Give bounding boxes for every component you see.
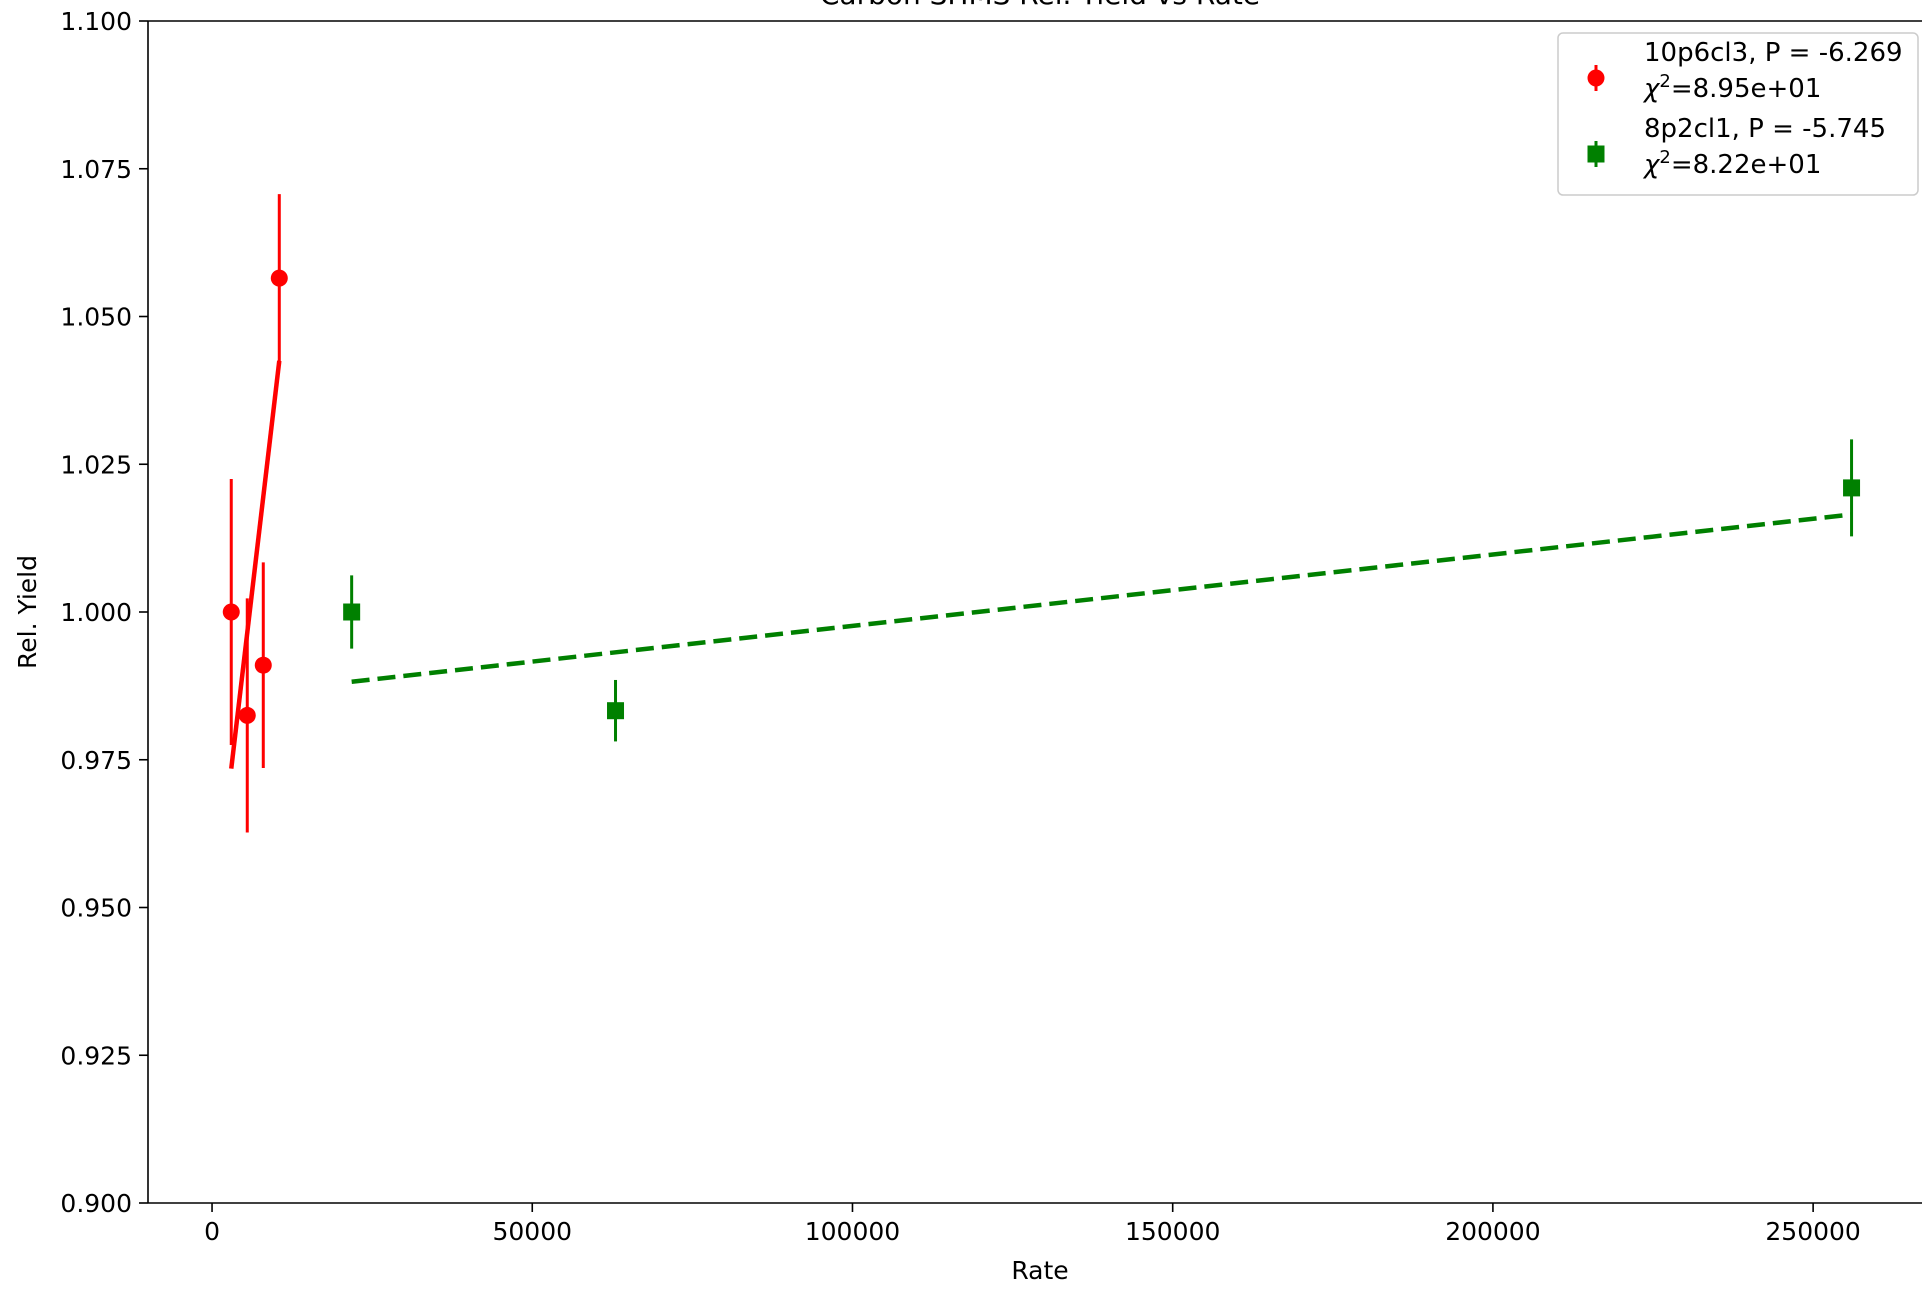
x-tick-label: 100000 bbox=[805, 1217, 900, 1246]
legend-label-series-2: 8p2cl1, P = -5.745 bbox=[1644, 114, 1886, 144]
x-tick-label: 250000 bbox=[1765, 1217, 1860, 1246]
y-axis-ticks: 0.900 0.925 0.950 0.975 1.000 1.025 1.050 1.075… bbox=[60, 7, 148, 1218]
y-tick-label: 0.925 bbox=[60, 1041, 132, 1070]
x-tick-label: 50000 bbox=[492, 1217, 572, 1246]
legend-marker bbox=[1587, 69, 1605, 87]
x-axis-ticks: 0 50000 100000 150000 200000 250000 bbox=[204, 1203, 1861, 1246]
legend-marker bbox=[1587, 145, 1605, 163]
series-2 bbox=[343, 439, 1861, 742]
y-tick-label: 0.950 bbox=[60, 894, 132, 923]
y-tick-label: 1.075 bbox=[60, 155, 132, 184]
series-1 bbox=[222, 194, 288, 833]
legend-chi2-value-series-2: =8.22e+01 bbox=[1671, 150, 1822, 180]
legend-chi2-series-1: χ2=8.95e+01 bbox=[1642, 71, 1821, 104]
data-point bbox=[1843, 479, 1861, 497]
x-tick-label: 150000 bbox=[1125, 1217, 1220, 1246]
data-point bbox=[238, 706, 256, 724]
y-tick-label: 0.900 bbox=[60, 1189, 132, 1218]
fit-line-series-1 bbox=[229, 360, 282, 769]
data-marks bbox=[222, 194, 1861, 833]
legend-box bbox=[1557, 32, 1919, 196]
x-axis-label: Rate bbox=[1011, 1256, 1068, 1285]
y-axis-label: Rel. Yield bbox=[13, 555, 42, 669]
y-tick-label: 1.100 bbox=[60, 7, 132, 36]
data-point bbox=[607, 702, 625, 720]
legend-label-series-1: 10p6cl3, P = -6.269 bbox=[1644, 38, 1903, 68]
y-tick-label: 1.000 bbox=[60, 598, 132, 627]
legend-chi2-series-2: χ2=8.22e+01 bbox=[1642, 147, 1821, 180]
legend-markers bbox=[1587, 65, 1605, 167]
legend-chi2-value-series-1: =8.95e+01 bbox=[1671, 74, 1822, 104]
y-tick-label: 1.025 bbox=[60, 450, 132, 479]
y-tick-label: 1.050 bbox=[60, 303, 132, 332]
legend: 10p6cl3, P = -6.269 χ2=8.95e+01 8p2cl1, … bbox=[1557, 32, 1919, 196]
fit-line-series-2 bbox=[351, 512, 1852, 684]
data-point bbox=[270, 269, 288, 287]
data-point bbox=[254, 656, 272, 674]
x-tick-label: 200000 bbox=[1445, 1217, 1540, 1246]
plot-area bbox=[148, 21, 1922, 1203]
y-tick-label: 0.975 bbox=[60, 746, 132, 775]
data-point bbox=[343, 603, 361, 621]
x-tick-label: 0 bbox=[204, 1217, 220, 1246]
data-point bbox=[222, 603, 240, 621]
chart-title: Carbon SHMS Rel. Yield vs Rate bbox=[820, 0, 1260, 11]
